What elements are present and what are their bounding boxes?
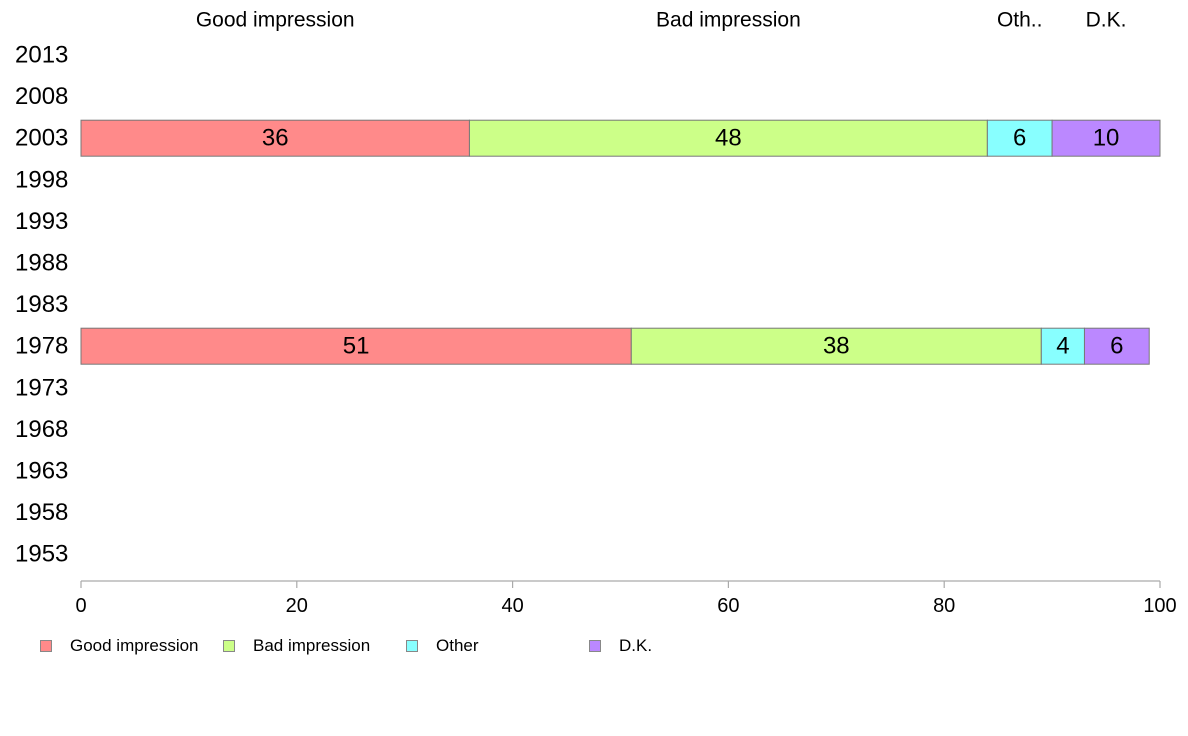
y-label-2003: 2003: [15, 125, 68, 152]
legend-item-good: Good impression: [40, 636, 199, 656]
y-label-1983: 1983: [15, 291, 68, 318]
y-label-1998: 1998: [15, 166, 68, 193]
x-tick-label-60: 60: [717, 595, 739, 617]
x-tick-label-0: 0: [75, 595, 86, 617]
y-label-1988: 1988: [15, 250, 68, 277]
y-label-1993: 1993: [15, 208, 68, 235]
bar-1978-2: [1040, 327, 1085, 365]
legend-swatch-good: [40, 640, 52, 652]
y-label-2008: 2008: [15, 83, 68, 110]
bar-label-2003-1: 48: [715, 125, 742, 152]
y-label-1973: 1973: [15, 374, 68, 401]
legend-label-good: Good impression: [70, 636, 199, 655]
column-headers: Good impression Bad impression Oth.. D.K.: [196, 9, 1127, 32]
legend-item-other: Other: [406, 636, 479, 656]
bar-2003-1: [468, 119, 988, 157]
legend-item-bad: Bad impression: [223, 636, 370, 656]
legend-swatch-other: [406, 640, 418, 652]
x-tick-label-40: 40: [501, 595, 523, 617]
x-tick-label-100: 100: [1143, 595, 1176, 617]
legend-swatch-dk: [589, 640, 601, 652]
y-label-1963: 1963: [15, 458, 68, 485]
bar-label-2003-0: 36: [262, 125, 289, 152]
bar-1978-3: [1083, 327, 1150, 365]
legend-item-dk: D.K.: [589, 636, 652, 656]
bar-1978-0: [80, 327, 632, 365]
bars: 36 48 6 10 51 38 4 6: [80, 119, 1161, 365]
y-axis-labels: 2013 2008 2003 1998 1993 1988 1983 1978 1973 1968…: [15, 42, 68, 568]
column-header-1: Bad impression: [656, 9, 801, 32]
bar-label-1978-2: 4: [1056, 333, 1069, 360]
column-header-3: D.K.: [1086, 9, 1127, 32]
bar-label-2003-3: 10: [1093, 125, 1120, 152]
y-label-1978: 1978: [15, 333, 68, 360]
bar-2003-2: [986, 119, 1053, 157]
bar-2003-0: [80, 119, 470, 157]
bar-1978-1: [630, 327, 1042, 365]
legend-label-other: Other: [436, 636, 479, 655]
column-header-2: Oth..: [997, 9, 1043, 32]
x-axis: 0 20 40 60 80 100: [75, 580, 1177, 617]
x-tick-label-20: 20: [286, 595, 308, 617]
column-header-0: Good impression: [196, 9, 355, 32]
y-label-1953: 1953: [15, 541, 68, 568]
y-label-2013: 2013: [15, 42, 68, 69]
legend-label-dk: D.K.: [619, 636, 653, 655]
bar-2003-3: [1051, 119, 1161, 157]
bar-label-2003-2: 6: [1013, 125, 1026, 152]
y-label-1958: 1958: [15, 499, 68, 526]
legend-swatch-bad: [223, 640, 235, 652]
bar-label-1978-0: 51: [343, 333, 370, 360]
x-tick-label-80: 80: [933, 595, 955, 617]
y-label-1968: 1968: [15, 416, 68, 443]
bar-label-1978-1: 38: [823, 333, 850, 360]
legend-label-bad: Bad impression: [253, 636, 371, 655]
bar-label-1978-3: 6: [1110, 333, 1123, 360]
